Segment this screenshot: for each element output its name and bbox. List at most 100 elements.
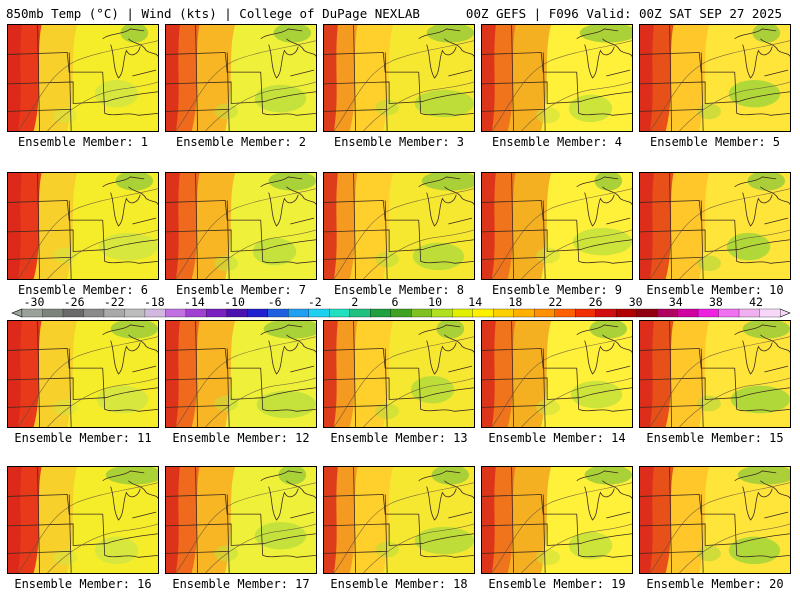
colorbar-swatch bbox=[308, 308, 330, 318]
ensemble-map-panel bbox=[639, 320, 791, 428]
ensemble-map-panel bbox=[639, 466, 791, 574]
colorbar-swatch bbox=[615, 308, 638, 318]
ensemble-map-panel bbox=[323, 172, 475, 280]
ensemble-member-label: Ensemble Member: 5 bbox=[649, 135, 781, 149]
colorbar-swatch bbox=[452, 308, 474, 318]
colorbar-swatch bbox=[513, 308, 535, 318]
colorbar-tick-label: 10 bbox=[428, 295, 442, 309]
ensemble-member-label: Ensemble Member: 10 bbox=[646, 283, 784, 297]
ensemble-member-label: Ensemble Member: 18 bbox=[330, 577, 468, 591]
colorbar-swatch bbox=[759, 308, 781, 318]
ensemble-member-label: Ensemble Member: 7 bbox=[175, 283, 307, 297]
colorbar-swatch bbox=[349, 308, 371, 318]
colorbar-swatch bbox=[534, 308, 556, 318]
colorbar-swatch bbox=[677, 308, 699, 318]
ensemble-map-panel bbox=[323, 24, 475, 132]
colorbar-swatch bbox=[656, 308, 679, 318]
colorbar-swatch bbox=[329, 308, 351, 318]
colorbar-tick-label: 6 bbox=[392, 295, 399, 309]
ensemble-map-panel bbox=[481, 172, 633, 280]
colorbar-tick-label: 18 bbox=[508, 295, 522, 309]
ensemble-member-label: Ensemble Member: 13 bbox=[330, 431, 468, 445]
ensemble-map-panel bbox=[7, 466, 159, 574]
temperature-colorbar: -30 -26 -22 -18 -14 -10 -6 -2 2 6 10 14 18 22 26 30 34 38… bbox=[11, 295, 791, 318]
colorbar-tick-label: -26 bbox=[64, 295, 85, 309]
colorbar-swatch bbox=[226, 308, 248, 318]
colorbar-swatch bbox=[144, 308, 166, 318]
colorbar-swatch bbox=[185, 308, 207, 318]
ensemble-map-panel bbox=[7, 172, 159, 280]
colorbar-tick-label: -22 bbox=[104, 295, 125, 309]
ensemble-member-label: Ensemble Member: 15 bbox=[646, 431, 784, 445]
colorbar-tick-label: 38 bbox=[709, 295, 723, 309]
colorbar-max-arrow bbox=[779, 308, 791, 318]
colorbar-swatch bbox=[165, 308, 187, 318]
ensemble-member-label: Ensemble Member: 3 bbox=[333, 135, 465, 149]
ensemble-map-panel bbox=[481, 320, 633, 428]
ensemble-map-panel bbox=[323, 466, 475, 574]
ensemble-member-label: Ensemble Member: 9 bbox=[491, 283, 623, 297]
colorbar-swatch bbox=[554, 308, 576, 318]
colorbar-tick-label: 34 bbox=[669, 295, 683, 309]
colorbar-tick-label: 30 bbox=[629, 295, 643, 309]
colorbar-swatch bbox=[697, 308, 719, 318]
colorbar-swatch bbox=[472, 308, 494, 318]
colorbar-swatch bbox=[574, 308, 597, 318]
ensemble-map-panel bbox=[165, 466, 317, 574]
colorbar-swatch bbox=[718, 308, 740, 318]
colorbar-tick-label: 2 bbox=[351, 295, 358, 309]
ensemble-member-label: Ensemble Member: 19 bbox=[488, 577, 626, 591]
colorbar-swatch bbox=[62, 308, 84, 318]
colorbar-swatch bbox=[42, 308, 64, 318]
ensemble-map-panel bbox=[7, 24, 159, 132]
colorbar-tick-label: -18 bbox=[144, 295, 165, 309]
colorbar-swatch bbox=[738, 308, 760, 318]
colorbar-swatch bbox=[103, 308, 125, 318]
ensemble-member-label: Ensemble Member: 17 bbox=[172, 577, 310, 591]
colorbar-swatch bbox=[267, 308, 289, 318]
ensemble-member-label: Ensemble Member: 20 bbox=[646, 577, 784, 591]
colorbar-swatch bbox=[83, 308, 105, 318]
colorbar-tick-label: 14 bbox=[468, 295, 482, 309]
colorbar-swatch bbox=[390, 308, 412, 318]
ensemble-member-label: Ensemble Member: 4 bbox=[491, 135, 623, 149]
colorbar-swatch bbox=[493, 308, 515, 318]
ensemble-map-panel bbox=[639, 172, 791, 280]
ensemble-member-label: Ensemble Member: 11 bbox=[14, 431, 152, 445]
ensemble-member-label: Ensemble Member: 2 bbox=[175, 135, 307, 149]
colorbar-tick-label: 22 bbox=[549, 295, 563, 309]
ensemble-map-panel bbox=[165, 320, 317, 428]
colorbar-swatch bbox=[431, 308, 453, 318]
ensemble-map-panel bbox=[481, 466, 633, 574]
ensemble-map-panel bbox=[481, 24, 633, 132]
colorbar-swatch bbox=[247, 308, 269, 318]
colorbar-tick-label: -6 bbox=[268, 295, 282, 309]
ensemble-map-panel bbox=[165, 24, 317, 132]
colorbar-swatch bbox=[288, 308, 310, 318]
ensemble-map-panel bbox=[7, 320, 159, 428]
ensemble-map-panel bbox=[323, 320, 475, 428]
colorbar-tick-label: -2 bbox=[308, 295, 322, 309]
colorbar-tick-label: 26 bbox=[589, 295, 603, 309]
colorbar-swatch bbox=[370, 308, 392, 318]
ensemble-map-panel bbox=[639, 24, 791, 132]
run-valid-info: 00Z GEFS | F096 Valid: 00Z SAT SEP 27 20… bbox=[465, 6, 782, 21]
ensemble-member-label: Ensemble Member: 16 bbox=[14, 577, 152, 591]
colorbar-swatch bbox=[636, 308, 658, 318]
colorbar-tick-label: -14 bbox=[184, 295, 205, 309]
ensemble-map-panel bbox=[165, 172, 317, 280]
colorbar-swatch bbox=[206, 308, 228, 318]
ensemble-member-label: Ensemble Member: 8 bbox=[333, 283, 465, 297]
ensemble-member-label: Ensemble Member: 14 bbox=[488, 431, 626, 445]
ensemble-member-label: Ensemble Member: 6 bbox=[17, 283, 149, 297]
ensemble-member-label: Ensemble Member: 12 bbox=[172, 431, 310, 445]
ensemble-member-label: Ensemble Member: 1 bbox=[17, 135, 149, 149]
colorbar-swatch bbox=[21, 308, 43, 318]
colorbar-swatch bbox=[595, 308, 617, 318]
chart-title: 850mb Temp (°C) | Wind (kts) | College o… bbox=[6, 6, 420, 21]
colorbar-swatch bbox=[411, 308, 433, 318]
colorbar-tick-label: 42 bbox=[749, 295, 763, 309]
colorbar-tick-label: -10 bbox=[224, 295, 245, 309]
colorbar-tick-label: -30 bbox=[24, 295, 45, 309]
colorbar-min-arrow bbox=[11, 308, 23, 318]
